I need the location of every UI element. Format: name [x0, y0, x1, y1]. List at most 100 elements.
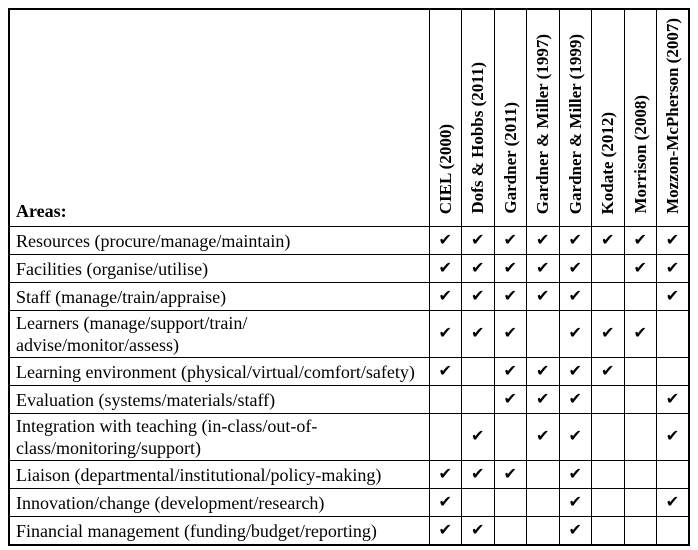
area-row-label: Integration with teaching (in-class/out-…: [8, 413, 430, 461]
area-row-label: Staff (manage/train/appraise): [8, 282, 430, 311]
check-cell: [656, 516, 690, 546]
area-row-label-line: Learning environment (physical/virtual/c…: [16, 361, 415, 382]
check-icon: ✔: [438, 257, 452, 277]
check-cell: ✔: [526, 282, 560, 311]
check-cell: ✔: [428, 357, 462, 386]
check-icon: ✔: [601, 229, 615, 249]
check-cell: ✔: [461, 254, 495, 283]
check-cell: ✔: [461, 413, 495, 461]
column-header-label: Morrison (2008): [630, 95, 650, 214]
check-icon: ✔: [536, 360, 550, 380]
column-header-6: Kodate (2012): [591, 8, 625, 227]
check-cell: ✔: [623, 226, 657, 255]
area-row-label: Learning environment (physical/virtual/c…: [8, 357, 430, 386]
check-icon: ✔: [633, 257, 647, 277]
column-header-label: CIEL (2000): [435, 123, 455, 214]
check-icon: ✔: [568, 491, 582, 511]
check-cell: ✔: [558, 413, 592, 461]
check-icon: ✔: [536, 257, 550, 277]
check-icon: ✔: [438, 491, 452, 511]
check-cell: [526, 516, 560, 546]
check-cell: [591, 385, 625, 414]
check-cell: ✔: [461, 516, 495, 546]
check-cell: [656, 460, 690, 489]
check-cell: [656, 310, 690, 358]
check-cell: [493, 488, 527, 517]
check-icon: ✔: [438, 285, 452, 305]
check-cell: [461, 385, 495, 414]
check-icon: ✔: [536, 285, 550, 305]
areas-matrix-table: Areas: CIEL (2000) Dofs & Hobbs (2011) Gar…: [8, 8, 690, 546]
area-row-label-line: Liaison (departmental/institutional/poli…: [16, 464, 382, 485]
column-header-4: Gardner & Miller (1997): [526, 8, 560, 227]
check-cell: ✔: [558, 460, 592, 489]
check-icon: ✔: [536, 426, 550, 445]
check-cell: ✔: [493, 282, 527, 311]
check-cell: ✔: [656, 385, 690, 414]
table-row: Staff (manage/train/appraise) ✔ ✔ ✔ ✔ ✔ ✔: [8, 282, 690, 311]
check-icon: ✔: [665, 229, 680, 249]
check-cell: ✔: [428, 488, 462, 517]
check-icon: ✔: [568, 426, 582, 445]
check-cell: ✔: [428, 254, 462, 283]
area-row-label: Financial management (funding/budget/rep…: [8, 516, 430, 546]
area-row-label-line: Resources (procure/manage/maintain): [16, 230, 291, 251]
check-cell: ✔: [558, 516, 592, 546]
column-header-3: Gardner (2011): [493, 8, 527, 227]
check-icon: ✔: [503, 360, 517, 380]
check-cell: [623, 385, 657, 414]
areas-header-label: Areas:: [16, 201, 67, 221]
check-icon: ✔: [568, 463, 582, 483]
check-cell: ✔: [493, 460, 527, 489]
check-icon: ✔: [438, 519, 452, 539]
check-cell: [591, 254, 625, 283]
header-row: Areas: CIEL (2000) Dofs & Hobbs (2011) Gar…: [8, 8, 690, 227]
check-icon: ✔: [665, 257, 680, 277]
check-icon: ✔: [601, 323, 615, 342]
area-row-label: Innovation/change (development/research): [8, 488, 430, 517]
check-cell: [493, 413, 527, 461]
check-cell: [623, 357, 657, 386]
check-icon: ✔: [471, 257, 485, 277]
areas-header-cell: Areas:: [8, 8, 430, 227]
table-row: Evaluation (systems/materials/staff) ✔ ✔ ✔ ✔: [8, 385, 690, 414]
area-row-label-line: Facilities (organise/utilise): [16, 258, 209, 279]
area-row-label-line: advise/monitor/assess): [16, 335, 179, 355]
check-icon: ✔: [438, 229, 452, 249]
check-icon: ✔: [503, 257, 517, 277]
check-icon: ✔: [438, 360, 452, 380]
check-icon: ✔: [471, 285, 485, 305]
check-icon: ✔: [568, 285, 582, 305]
check-cell: ✔: [656, 413, 690, 461]
check-cell: [461, 488, 495, 517]
check-cell: [526, 488, 560, 517]
area-row-label-line: class/monitoring/support): [16, 438, 201, 458]
check-icon: ✔: [503, 285, 517, 305]
check-icon: ✔: [633, 323, 647, 342]
area-row-label-line: Evaluation (systems/materials/staff): [16, 389, 276, 410]
check-cell: [591, 282, 625, 311]
check-icon: ✔: [503, 229, 517, 249]
check-cell: [656, 357, 690, 386]
check-icon: ✔: [536, 388, 550, 408]
area-row-label: Liaison (departmental/institutional/poli…: [8, 460, 430, 489]
check-icon: ✔: [536, 229, 550, 249]
table-row: Integration with teaching (in-class/out-…: [8, 413, 690, 461]
check-cell: ✔: [591, 226, 625, 255]
check-cell: [591, 488, 625, 517]
check-cell: [623, 488, 657, 517]
column-header-label: Gardner (2011): [500, 102, 520, 214]
check-cell: [428, 385, 462, 414]
check-icon: ✔: [438, 463, 452, 483]
area-row-label-line: Financial management (funding/budget/rep…: [16, 520, 377, 541]
check-cell: [591, 413, 625, 461]
area-row-label-line: Staff (manage/train/appraise): [16, 286, 227, 307]
check-cell: [623, 516, 657, 546]
check-icon: ✔: [503, 388, 517, 408]
check-cell: ✔: [558, 488, 592, 517]
check-cell: ✔: [428, 460, 462, 489]
column-header-8: Mozzon-McPherson (2007): [656, 8, 690, 227]
check-cell: ✔: [558, 254, 592, 283]
check-cell: ✔: [591, 310, 625, 358]
